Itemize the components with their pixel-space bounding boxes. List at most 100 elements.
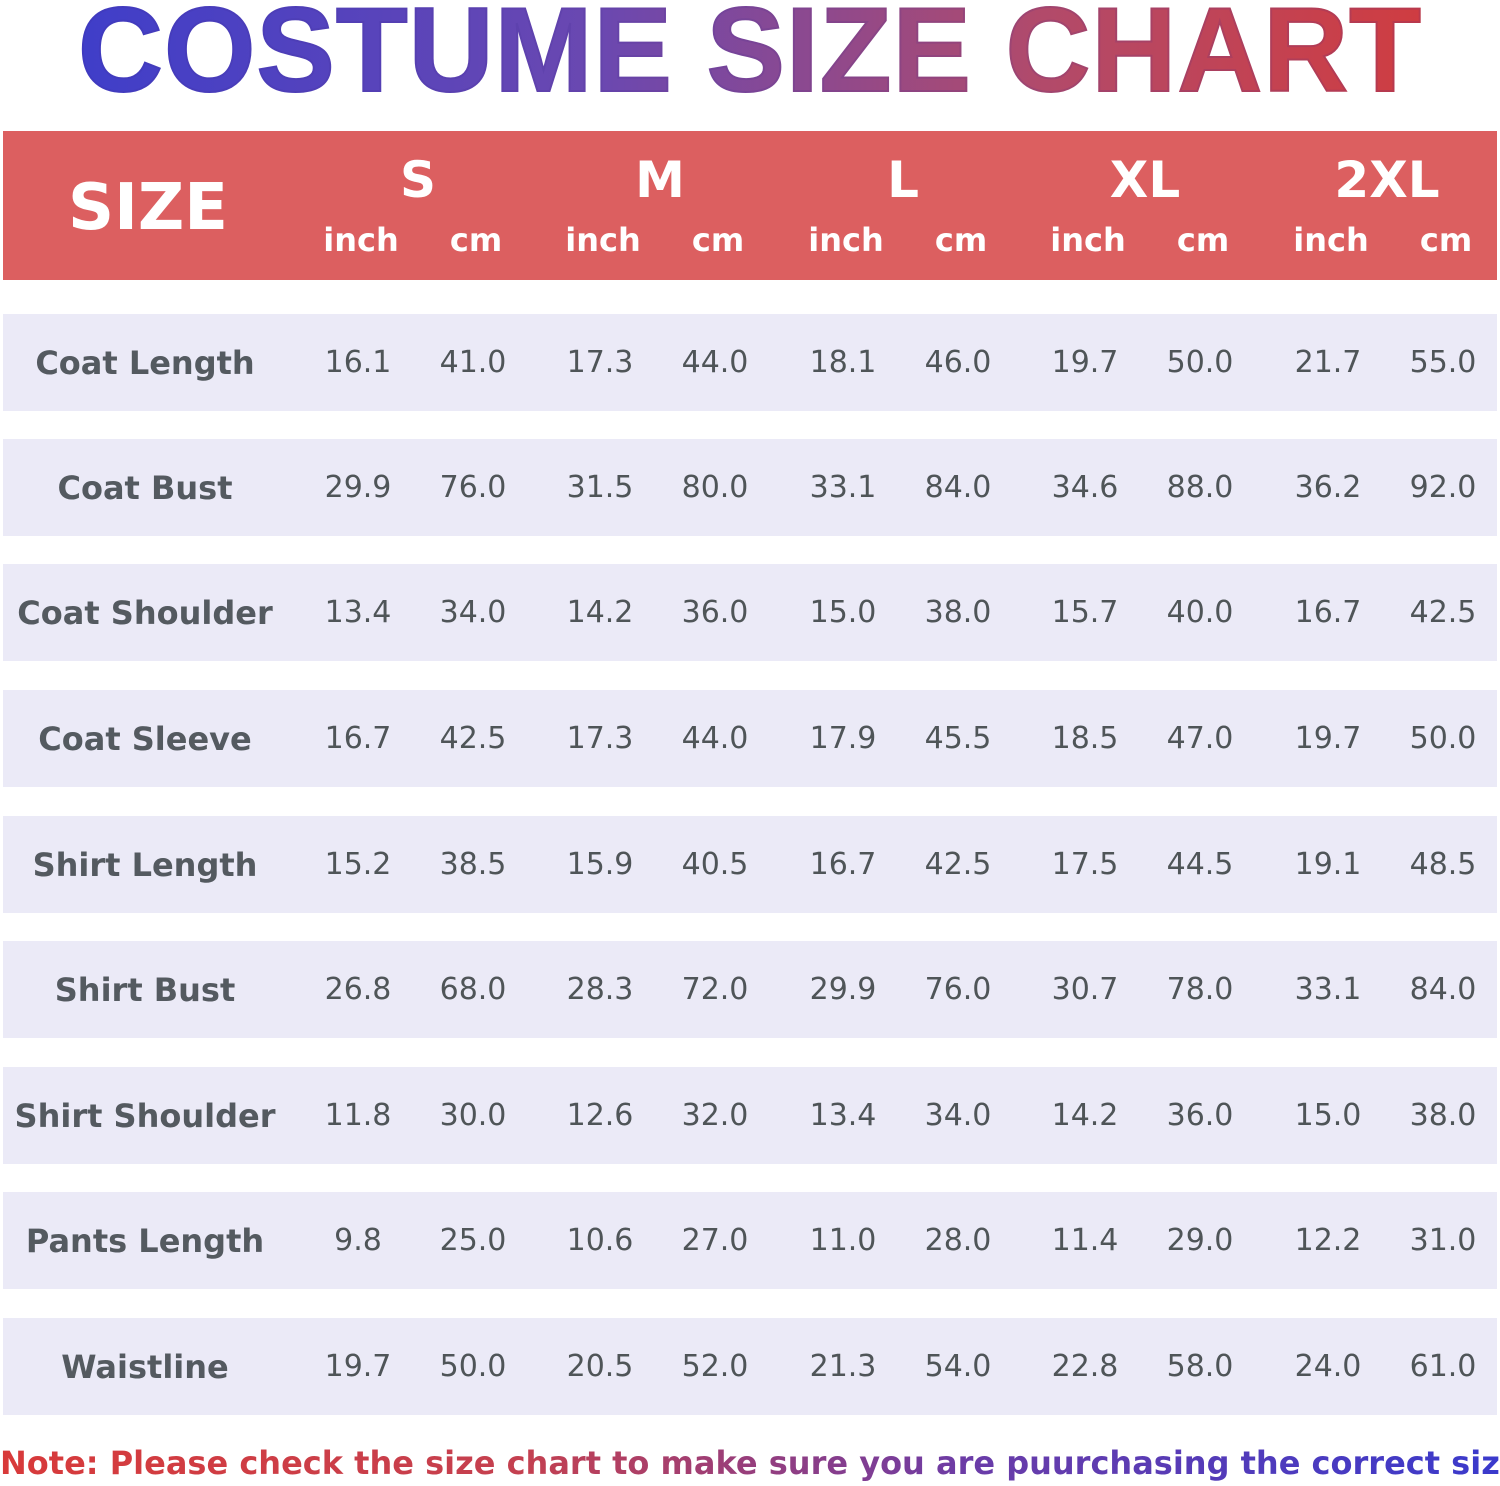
table-cell: 46.0	[924, 345, 992, 380]
table-cell: 17.5	[1051, 847, 1119, 882]
table-cell: 25.0	[439, 1223, 507, 1258]
unit-header-inch: inch	[1293, 221, 1369, 259]
table-cell: 34.0	[924, 1098, 992, 1133]
table-cell: 29.9	[809, 972, 877, 1007]
table-cell: 76.0	[924, 972, 992, 1007]
table-row: Coat Sleeve 16.7 42.5 17.3 44.0 17.9 45.5 18.5 4…	[3, 690, 1497, 787]
size-header-l: L	[887, 151, 919, 209]
unit-header-inch: inch	[1050, 221, 1126, 259]
table-cell: 72.0	[681, 972, 749, 1007]
table-cell: 22.8	[1051, 1349, 1119, 1384]
table-cell: 24.0	[1294, 1349, 1362, 1384]
size-header-xl: XL	[1109, 151, 1181, 209]
table-row: Coat Shoulder 13.4 34.0 14.2 36.0 15.0 38.0 15.…	[3, 564, 1497, 661]
table-cell: 42.5	[439, 721, 507, 756]
table-cell: 27.0	[681, 1223, 749, 1258]
table-cell: 30.0	[439, 1098, 507, 1133]
row-label: Pants Length	[25, 1221, 265, 1260]
size-header-label: SIZE	[67, 170, 229, 245]
table-cell: 88.0	[1166, 470, 1234, 505]
table-cell: 50.0	[1409, 721, 1477, 756]
table-cell: 13.4	[809, 1098, 877, 1133]
unit-header-inch: inch	[565, 221, 641, 259]
table-cell: 9.8	[334, 1223, 382, 1258]
row-label: Shirt Bust	[54, 970, 236, 1009]
table-cell: 45.5	[924, 721, 992, 756]
table-cell: 16.1	[324, 345, 392, 380]
table-cell: 50.0	[1166, 345, 1234, 380]
chart-title: COSTUME SIZE CHART	[15, 0, 1485, 111]
row-label: Coat Sleeve	[38, 719, 252, 758]
unit-header-inch: inch	[323, 221, 399, 259]
row-label: Waistline	[61, 1347, 229, 1386]
table-cell: 68.0	[439, 972, 507, 1007]
table-cell: 15.0	[1294, 1098, 1362, 1133]
table-cell: 38.0	[1409, 1098, 1477, 1133]
table-cell: 55.0	[1409, 345, 1477, 380]
table-cell: 28.0	[924, 1223, 992, 1258]
table-row: Pants Length 9.8 25.0 10.6 27.0 11.0 28.0 11.4 2…	[3, 1192, 1497, 1289]
table-cell: 80.0	[681, 470, 749, 505]
row-label: Coat Shoulder	[17, 593, 273, 632]
table-cell: 31.0	[1409, 1223, 1477, 1258]
table-cell: 16.7	[1294, 595, 1362, 630]
table-cell: 31.5	[566, 470, 634, 505]
table-cell: 76.0	[439, 470, 507, 505]
row-label: Coat Bust	[57, 468, 233, 507]
unit-header-cm: cm	[449, 221, 503, 259]
table-row: Shirt Bust 26.8 68.0 28.3 72.0 29.9 76.0 30.7 78…	[3, 941, 1497, 1038]
table-cell: 21.7	[1294, 345, 1362, 380]
table-cell: 92.0	[1409, 470, 1477, 505]
table-cell: 34.0	[439, 595, 507, 630]
table-cell: 29.0	[1166, 1223, 1234, 1258]
table-cell: 38.5	[439, 847, 507, 882]
table-cell: 10.6	[566, 1223, 634, 1258]
table-cell: 84.0	[1409, 972, 1477, 1007]
table-cell: 61.0	[1409, 1349, 1477, 1384]
table-cell: 40.5	[681, 847, 749, 882]
unit-header-inch: inch	[808, 221, 884, 259]
table-cell: 42.5	[924, 847, 992, 882]
table-cell: 36.0	[681, 595, 749, 630]
table-cell: 30.7	[1051, 972, 1119, 1007]
table-row: Waistline 19.7 50.0 20.5 52.0 21.3 54.0 22.8 58.…	[3, 1318, 1497, 1415]
table-cell: 17.3	[566, 345, 634, 380]
table-cell: 36.2	[1294, 470, 1362, 505]
table-cell: 14.2	[1051, 1098, 1119, 1133]
table-cell: 16.7	[324, 721, 392, 756]
unit-header-cm: cm	[691, 221, 745, 259]
table-cell: 29.9	[324, 470, 392, 505]
table-cell: 84.0	[924, 470, 992, 505]
table-cell: 19.7	[324, 1349, 392, 1384]
table-cell: 26.8	[324, 972, 392, 1007]
table-cell: 47.0	[1166, 721, 1234, 756]
table-row: Coat Bust 29.9 76.0 31.5 80.0 33.1 84.0 34.6 88.…	[3, 439, 1497, 536]
table-cell: 41.0	[439, 345, 507, 380]
table-cell: 33.1	[809, 470, 877, 505]
table-row: Shirt Length 15.2 38.5 15.9 40.5 16.7 42.5 17.5…	[3, 816, 1497, 913]
table-cell: 19.7	[1294, 721, 1362, 756]
unit-header-cm: cm	[1176, 221, 1230, 259]
table-cell: 20.5	[566, 1349, 634, 1384]
size-note: Note: Please check the size chart to mak…	[0, 1440, 1500, 1486]
table-cell: 21.3	[809, 1349, 877, 1384]
unit-header-cm: cm	[934, 221, 988, 259]
table-cell: 14.2	[566, 595, 634, 630]
table-cell: 32.0	[681, 1098, 749, 1133]
table-cell: 19.7	[1051, 345, 1119, 380]
table-cell: 48.5	[1409, 847, 1477, 882]
table-cell: 15.9	[566, 847, 634, 882]
table-cell: 28.3	[566, 972, 634, 1007]
table-cell: 44.5	[1166, 847, 1234, 882]
table-cell: 34.6	[1051, 470, 1119, 505]
table-cell: 78.0	[1166, 972, 1234, 1007]
table-cell: 18.5	[1051, 721, 1119, 756]
row-label: Coat Length	[35, 343, 255, 382]
table-row: Shirt Shoulder 11.8 30.0 12.6 32.0 13.4 34.0 14…	[3, 1067, 1497, 1164]
table-cell: 12.2	[1294, 1223, 1362, 1258]
table-cell: 44.0	[681, 345, 749, 380]
table-cell: 33.1	[1294, 972, 1362, 1007]
table-cell: 54.0	[924, 1349, 992, 1384]
table-cell: 15.7	[1051, 595, 1119, 630]
